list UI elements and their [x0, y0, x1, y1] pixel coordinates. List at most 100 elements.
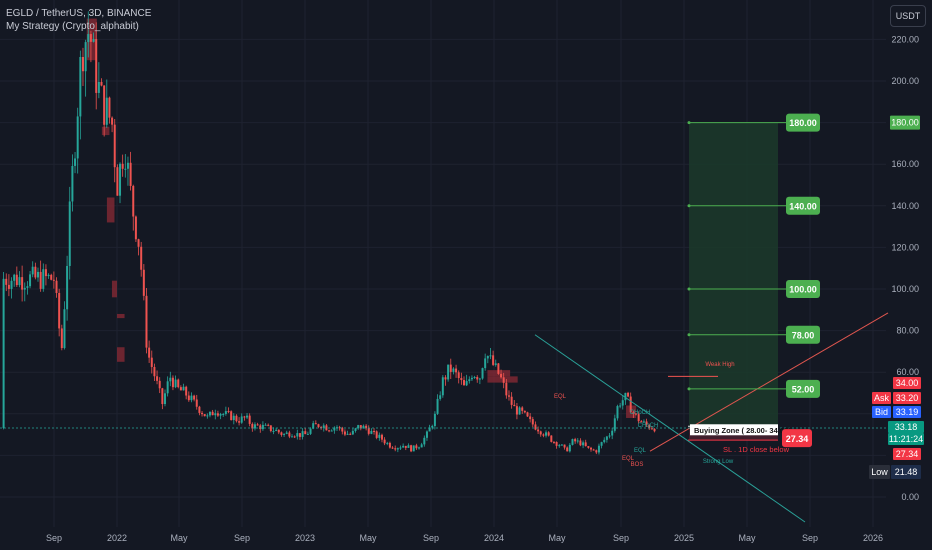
x-tick-label: May	[170, 533, 188, 543]
bid-value: 33.19	[896, 407, 919, 417]
candle-body	[111, 117, 114, 125]
currency-button[interactable]: USDT	[890, 5, 926, 27]
candle-body	[187, 395, 190, 401]
candle-body	[169, 377, 172, 382]
last-price-tag: 33.18	[895, 422, 918, 432]
candle-body	[634, 413, 637, 415]
candle-body	[238, 421, 241, 423]
candle-body	[148, 347, 151, 358]
x-tick-label: Sep	[802, 533, 818, 543]
candle-body	[605, 436, 608, 440]
x-tick-label: 2023	[295, 533, 315, 543]
target-dot	[687, 333, 691, 337]
candle-body	[174, 379, 177, 388]
candle-body	[441, 377, 444, 396]
candle-body	[66, 265, 69, 310]
high-tag-bg	[893, 377, 921, 389]
candle-body	[211, 411, 214, 416]
candle-body	[79, 57, 82, 117]
candle-body	[542, 434, 545, 436]
candle-body	[261, 424, 264, 430]
candle-body	[251, 423, 254, 429]
candle-body	[253, 424, 256, 429]
candle-body	[497, 363, 500, 374]
candle-body	[182, 386, 185, 391]
candle-body	[171, 377, 174, 388]
annotation-label: EQL	[634, 448, 647, 454]
candle-body	[436, 398, 439, 414]
candle-body	[132, 185, 135, 217]
candle-body	[545, 432, 548, 436]
candle-body	[460, 378, 463, 381]
grid-lines	[0, 0, 886, 527]
candle-body	[386, 442, 389, 444]
target-zone	[689, 122, 778, 441]
y-tick-label: 160.00	[891, 159, 919, 169]
x-tick-label: May	[738, 533, 756, 543]
candle-body	[36, 271, 39, 278]
x-tick-label: Sep	[423, 533, 439, 543]
candle-body	[478, 378, 481, 380]
candle-body	[185, 386, 188, 396]
order-block	[117, 313, 125, 319]
candle-body	[216, 413, 219, 416]
candle-body	[224, 411, 227, 414]
candle-body	[534, 424, 537, 430]
candle-body	[5, 278, 8, 285]
candle-body	[603, 439, 606, 443]
candle-body	[338, 427, 341, 429]
candle-body	[166, 381, 169, 394]
high-tag: 34.00	[896, 378, 919, 388]
candle-body	[55, 280, 58, 293]
candle-body	[153, 366, 156, 377]
annotation-label: Strong Low	[703, 459, 734, 465]
candle-body	[325, 425, 328, 431]
candle-body	[179, 387, 182, 391]
candle-body	[354, 428, 357, 431]
target-dot	[687, 287, 691, 291]
target-badge	[786, 280, 820, 298]
target-badge	[786, 379, 820, 398]
candle-body	[158, 380, 161, 389]
candle-body	[362, 425, 365, 429]
low-value: 21.48	[895, 467, 918, 477]
candle-body	[645, 421, 648, 425]
candle-body	[74, 158, 77, 166]
time-axis[interactable]: Sep 2022 May Sep 2023 May Sep 2024 May Sep 2025 May…	[46, 533, 883, 543]
sl-axis-tag-bg	[893, 448, 921, 460]
candle-body	[140, 246, 143, 270]
order-block	[106, 197, 115, 223]
profit-zone	[689, 122, 778, 427]
candle-body	[502, 377, 505, 383]
symbol-line[interactable]: EGLD / TetherUS, 3D, BINANCE	[6, 8, 152, 19]
axis-target-tag-bg	[890, 115, 920, 130]
stop-loss-badge	[782, 429, 812, 448]
candle-body	[304, 431, 307, 435]
candle-body	[256, 424, 259, 426]
candle-body	[156, 376, 159, 381]
low-label: Low	[871, 467, 888, 477]
candle-body	[566, 447, 569, 452]
candle-body	[349, 433, 352, 435]
candle-body	[248, 415, 251, 424]
strategy-line[interactable]: My Strategy (Crypto_alphabit)	[6, 21, 139, 32]
candle-body	[7, 284, 10, 289]
candle-body	[648, 424, 651, 429]
candle-body	[428, 427, 431, 432]
candle-body	[84, 42, 87, 72]
x-tick-label: Sep	[613, 533, 629, 543]
candle-body	[486, 356, 489, 359]
candle-body	[23, 287, 26, 290]
candle-body	[444, 377, 447, 380]
candle-body	[227, 411, 230, 413]
candle-body	[47, 274, 50, 277]
candle-body	[198, 406, 201, 413]
order-block	[101, 126, 110, 136]
target-labels: 180.00 140.00 100.00 78.00 52.00 Buying Zone …	[687, 113, 820, 454]
candle-body	[264, 424, 267, 426]
candle-body	[351, 430, 354, 435]
candle-body	[505, 382, 508, 396]
candle-body	[412, 445, 415, 452]
candle-body	[582, 442, 585, 446]
